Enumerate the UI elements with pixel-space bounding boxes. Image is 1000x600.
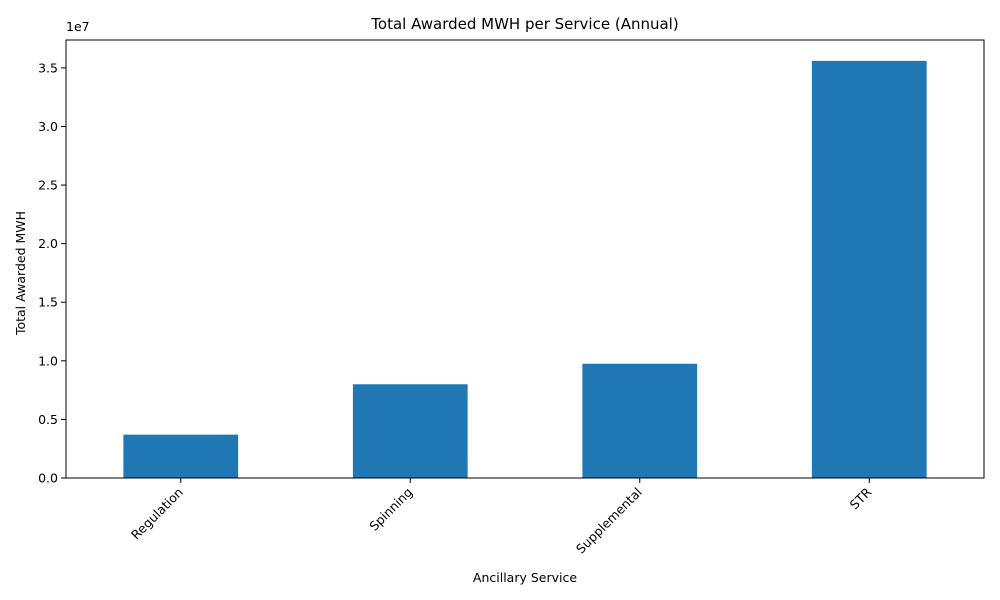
y-tick-label: 0.0 — [38, 471, 58, 486]
x-axis-ticks: Regulation Spinning Supplemental STR — [128, 478, 875, 556]
y-tick-label: 1.0 — [38, 353, 58, 368]
y-axis-ticks: 0.0 0.5 1.0 1.5 2.0 2.5 3.0 3.5 — [38, 60, 66, 486]
x-tick-label: Regulation — [128, 485, 186, 543]
x-tick-label: Spinning — [366, 485, 415, 534]
y-tick-label: 3.5 — [38, 60, 58, 75]
y-tick-label: 2.0 — [38, 236, 58, 251]
x-axis-label: Ancillary Service — [473, 570, 577, 585]
bar-str — [811, 60, 927, 479]
bar-regulation — [123, 434, 239, 478]
bar-spinning — [352, 384, 468, 478]
plot-area-frame — [65, 39, 985, 479]
x-tick-label: Supplemental — [573, 485, 645, 557]
x-tick-label: STR — [847, 484, 875, 512]
y-tick-label: 2.5 — [38, 178, 58, 193]
y-tick-label: 1.5 — [38, 295, 58, 310]
chart-title: Total Awarded MWH per Service (Annual) — [370, 15, 678, 33]
y-tick-label: 0.5 — [38, 412, 58, 427]
y-tick-label: 3.0 — [38, 119, 58, 134]
bar-supplemental — [582, 363, 698, 478]
bars-group — [123, 60, 927, 479]
y-axis-label: Total Awarded MWH — [13, 211, 28, 336]
y-axis-offset-label: 1e7 — [66, 19, 90, 34]
